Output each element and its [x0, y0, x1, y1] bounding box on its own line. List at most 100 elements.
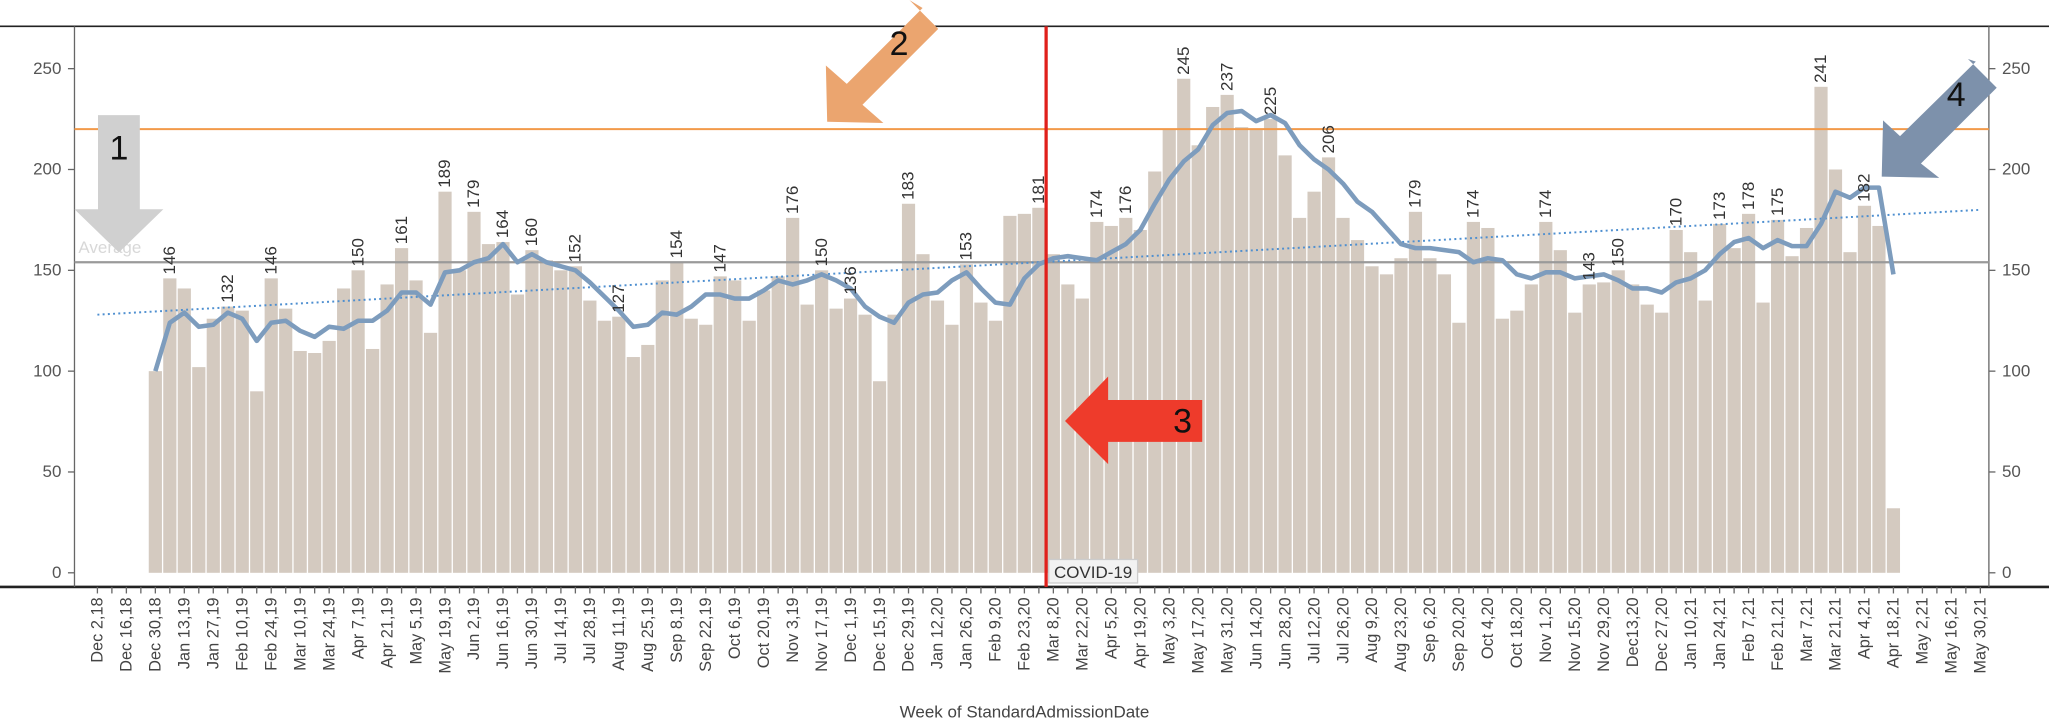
bar — [1003, 215, 1017, 573]
x-tick-label: May 16,21 — [1943, 597, 1961, 673]
data-label: 150 — [348, 238, 367, 266]
data-label: 146 — [261, 246, 280, 274]
bar — [655, 280, 669, 573]
arrow-4 — [1881, 58, 1997, 178]
bar — [467, 211, 481, 573]
x-tick-label: Mar 7,21 — [1798, 597, 1816, 661]
bar — [815, 270, 829, 573]
x-tick-label: Dec 29,19 — [900, 597, 918, 671]
y2-tick-label: 100 — [2002, 361, 2030, 380]
bar — [206, 318, 220, 573]
x-tick-label: Mar 22,20 — [1074, 597, 1092, 671]
bar — [641, 344, 655, 573]
bar — [177, 288, 191, 573]
bar — [163, 278, 177, 573]
y-tick-label: 150 — [33, 261, 61, 280]
data-label: 175 — [1768, 188, 1787, 216]
x-tick-label: Dec 1,19 — [842, 597, 860, 662]
x-tick-label: Jan 24,21 — [1711, 597, 1729, 669]
x-tick-label: Apr 5,20 — [1103, 597, 1121, 659]
x-tick-label: Jun 28,20 — [1276, 597, 1294, 669]
x-tick-label: Sep 20,20 — [1450, 597, 1468, 671]
bar — [1698, 300, 1712, 573]
x-tick-label: Apr 7,19 — [349, 597, 367, 659]
x-tick-label: Nov 3,19 — [784, 597, 802, 662]
bar — [308, 352, 322, 573]
data-label: 136 — [841, 266, 860, 294]
x-tick-label: Jan 13,19 — [176, 597, 194, 669]
x-tick-label: Jun 30,19 — [523, 597, 541, 669]
data-label: 153 — [957, 232, 976, 260]
data-label: 179 — [464, 180, 483, 208]
bar — [843, 298, 858, 573]
bar — [394, 248, 409, 573]
bar — [612, 316, 626, 573]
bar — [800, 304, 814, 573]
data-label: 174 — [1087, 190, 1106, 218]
x-tick-label: Dec 30,18 — [147, 597, 165, 671]
y-tick-label: 250 — [33, 59, 61, 78]
bar — [670, 262, 684, 573]
x-tick-label: Jun 14,20 — [1247, 597, 1265, 669]
y2-tick-label: 200 — [2002, 160, 2030, 179]
bar — [699, 324, 713, 573]
bar — [771, 276, 785, 573]
x-tick-label: Aug 23,20 — [1392, 597, 1410, 671]
bar — [1857, 205, 1872, 573]
annotation-label: 3 — [1173, 403, 1192, 441]
bar — [988, 320, 1003, 573]
x-tick-label: Apr 21,19 — [378, 597, 396, 668]
x-tick-label: May 19,19 — [436, 597, 454, 673]
data-label: 160 — [522, 218, 541, 246]
data-label: 173 — [1710, 192, 1729, 220]
annotation-label: 4 — [1947, 76, 1966, 114]
moving-average-line — [153, 108, 1896, 372]
data-label: 146 — [160, 246, 179, 274]
bar — [1292, 217, 1307, 573]
x-tick-label: Oct 4,20 — [1479, 597, 1497, 659]
bar — [1365, 266, 1379, 573]
x-tick-label: Oct 20,19 — [755, 597, 773, 668]
x-tick-label: Dec 16,18 — [118, 597, 136, 671]
x-tick-label: Feb 9,20 — [987, 597, 1005, 661]
covid-label: COVID-19 — [1054, 563, 1132, 582]
bar — [568, 266, 582, 573]
y2-tick-label: 250 — [2002, 59, 2030, 78]
bar — [872, 381, 887, 573]
x-tick-label: Jul 26,20 — [1334, 597, 1352, 663]
bar — [1828, 169, 1843, 573]
bar — [597, 320, 611, 573]
x-tick-label: Mar 24,19 — [320, 597, 338, 671]
bar — [1640, 304, 1654, 573]
data-label: 182 — [1855, 174, 1874, 202]
x-tick-label: Feb 24,19 — [262, 597, 280, 671]
bar — [438, 191, 452, 573]
x-tick-label: Aug 11,19 — [610, 597, 628, 670]
bar — [1611, 270, 1625, 573]
data-label: 241 — [1811, 55, 1830, 83]
x-tick-label: Oct 18,20 — [1508, 597, 1526, 668]
bar — [1423, 258, 1437, 573]
arrow-3 — [1065, 376, 1203, 465]
x-tick-label: Mar 10,19 — [291, 597, 309, 671]
x-tick-label: Jul 28,19 — [581, 597, 599, 663]
arrow-1 — [74, 115, 164, 253]
bar — [1742, 213, 1756, 573]
bar — [945, 324, 959, 573]
y2-tick-label: 150 — [2002, 261, 2030, 280]
bar — [452, 270, 467, 573]
data-label: 174 — [1464, 190, 1483, 218]
bar — [1655, 312, 1669, 573]
data-label: 225 — [1261, 87, 1280, 115]
bar — [1379, 274, 1394, 573]
bar — [1510, 310, 1524, 573]
bar — [901, 203, 916, 573]
bar — [583, 300, 597, 573]
data-label: 174 — [1536, 190, 1555, 218]
bar — [1785, 256, 1799, 573]
x-tick-label: May 17,20 — [1189, 597, 1207, 673]
x-tick-label: Sep 8,19 — [668, 597, 686, 662]
bar — [1466, 221, 1480, 573]
trend-line — [97, 208, 1981, 316]
bar — [148, 371, 162, 573]
